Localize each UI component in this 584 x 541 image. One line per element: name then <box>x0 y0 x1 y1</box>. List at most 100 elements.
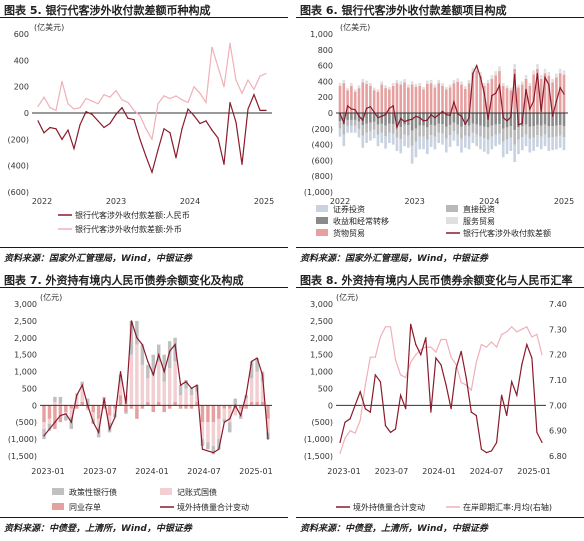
data-point <box>139 138 141 140</box>
data-point <box>207 450 209 452</box>
data-point <box>430 113 432 116</box>
securities-investment-bar <box>414 141 418 158</box>
goods-trade-bar <box>410 84 414 113</box>
data-point <box>65 413 67 415</box>
data-point <box>205 101 207 104</box>
direct-investment-bar <box>479 125 482 137</box>
services-trade-bar <box>551 79 554 83</box>
services-trade-bar <box>539 75 543 79</box>
data-point <box>108 428 111 430</box>
services-trade-bar <box>463 86 467 89</box>
direct-investment-bar <box>342 124 346 135</box>
goods-trade-bar <box>372 90 376 113</box>
services-trade-bar <box>353 89 357 92</box>
y2-tick-label: 7.10 <box>549 376 567 385</box>
ncd-bar <box>64 405 68 413</box>
data-point <box>540 110 542 113</box>
data-point <box>384 425 387 427</box>
policy-bank-bar <box>222 418 227 423</box>
direct-investment-bar <box>369 122 372 131</box>
treasury-bar <box>260 381 265 402</box>
goods-trade-bar <box>357 88 361 113</box>
direct-investment-bar <box>513 130 516 145</box>
direct-investment-bar <box>410 130 414 146</box>
x-tick-label: 2023 <box>106 197 126 206</box>
data-point <box>49 107 51 109</box>
data-point <box>43 96 45 98</box>
data-point <box>516 331 518 333</box>
securities-investment-bar <box>410 145 414 164</box>
direct-investment-bar <box>509 126 513 138</box>
policy-bank-bar <box>146 364 150 379</box>
data-point <box>450 408 452 410</box>
direct-investment-bar <box>437 123 441 133</box>
direct-investment-bar <box>361 125 365 136</box>
treasury-bar <box>173 361 177 402</box>
goods-trade-bar <box>471 72 475 113</box>
data-point <box>235 121 237 123</box>
treasury-bar <box>85 408 90 411</box>
source-rule <box>0 517 288 518</box>
chart-source: 资料来源：中债登，上清所，Wind，中银证券 <box>300 524 488 534</box>
data-point <box>374 356 376 358</box>
data-point <box>430 346 432 348</box>
data-point <box>369 411 371 413</box>
income-transfer-bar <box>407 113 410 126</box>
services-trade-bar <box>444 86 448 90</box>
direct-investment-bar <box>395 126 399 138</box>
data-point <box>449 114 451 116</box>
data-point <box>259 75 261 77</box>
data-point <box>152 374 154 376</box>
policy-bank-bar <box>140 344 145 365</box>
treasury-bar <box>156 361 161 402</box>
policy-bank-bar <box>85 398 90 406</box>
goods-trade-bar <box>346 90 349 113</box>
goods-trade-bar <box>380 84 384 113</box>
direct-investment-bar <box>520 125 524 138</box>
data-point <box>457 113 459 115</box>
data-point <box>346 105 349 107</box>
services-trade-bar <box>342 79 346 84</box>
balance-line <box>339 63 565 130</box>
data-point <box>136 337 138 339</box>
direct-investment-bar <box>486 127 490 140</box>
data-point <box>531 336 533 338</box>
income-transfer-bar <box>388 113 391 124</box>
securities-investment-bar <box>505 139 509 155</box>
y-tick-label: 2,500 <box>14 317 37 326</box>
income-transfer-bar <box>380 113 384 124</box>
goods-trade-bar <box>388 89 391 113</box>
ncd-bar <box>47 405 52 419</box>
securities-investment-bar <box>407 135 410 148</box>
data-point <box>365 107 368 109</box>
y2-tick-label: 6.90 <box>549 427 567 436</box>
services-trade-bar <box>448 84 452 88</box>
chart-title: 图表 6. 银行代客涉外收付款差额项目构成 <box>300 4 507 17</box>
goods-trade-bar <box>414 86 418 113</box>
y-tick-label: 1,000 <box>310 368 333 377</box>
data-point <box>438 113 440 116</box>
policy-bank-bar <box>233 398 237 406</box>
legend-swatch <box>52 488 64 495</box>
securities-investment-bar <box>555 136 558 150</box>
securities-investment-bar <box>342 134 346 147</box>
direct-investment-bar <box>414 128 418 142</box>
goods-trade-bar <box>460 84 463 113</box>
securities-investment-bar <box>486 139 490 155</box>
income-transfer-bar <box>376 113 380 125</box>
data-point <box>526 326 528 328</box>
y-tick-label: 3,000 <box>14 300 37 309</box>
data-point <box>394 428 397 430</box>
data-point <box>175 95 177 97</box>
y-tick-label: 2,000 <box>310 334 333 343</box>
services-trade-bar <box>520 81 524 85</box>
treasury-bar <box>222 408 227 419</box>
x-tick-label: 2023-01 <box>31 467 64 476</box>
data-point <box>495 92 497 94</box>
income-transfer-bar <box>558 113 562 126</box>
treasury-bar <box>96 418 101 429</box>
ncd-bar <box>178 405 183 409</box>
treasury-bar <box>162 381 166 406</box>
data-point <box>223 163 225 165</box>
data-point <box>241 163 243 165</box>
